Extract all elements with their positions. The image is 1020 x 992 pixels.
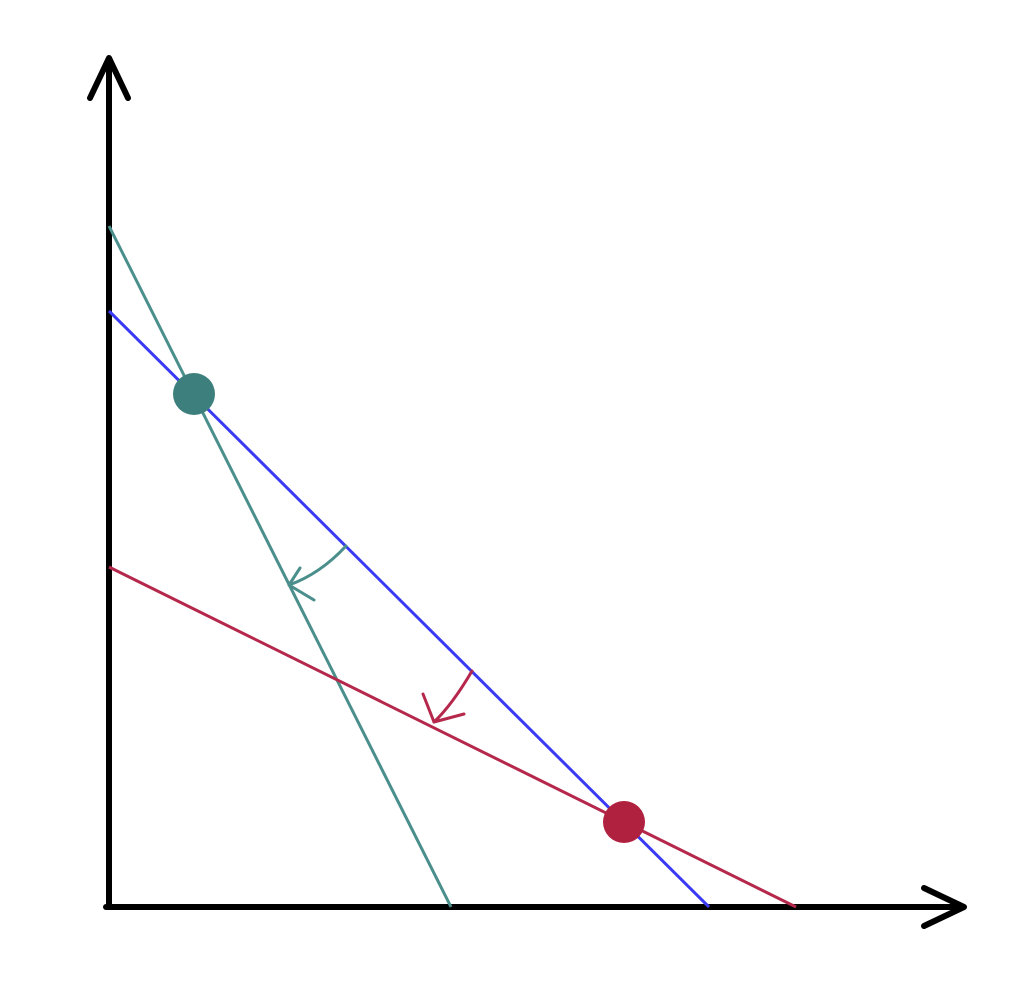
axes	[87, 55, 967, 929]
x-axis-arrowhead-icon	[921, 885, 967, 929]
teal-pivot-line	[107, 225, 453, 908]
teal-shift-arrow-icon	[287, 544, 348, 602]
crimson-shift-arrow-icon	[421, 669, 474, 724]
y-axis-arrowhead-icon	[87, 55, 131, 101]
teal-point	[173, 373, 215, 415]
crimson-point	[603, 801, 645, 843]
crimson-pivot-line	[108, 565, 797, 909]
